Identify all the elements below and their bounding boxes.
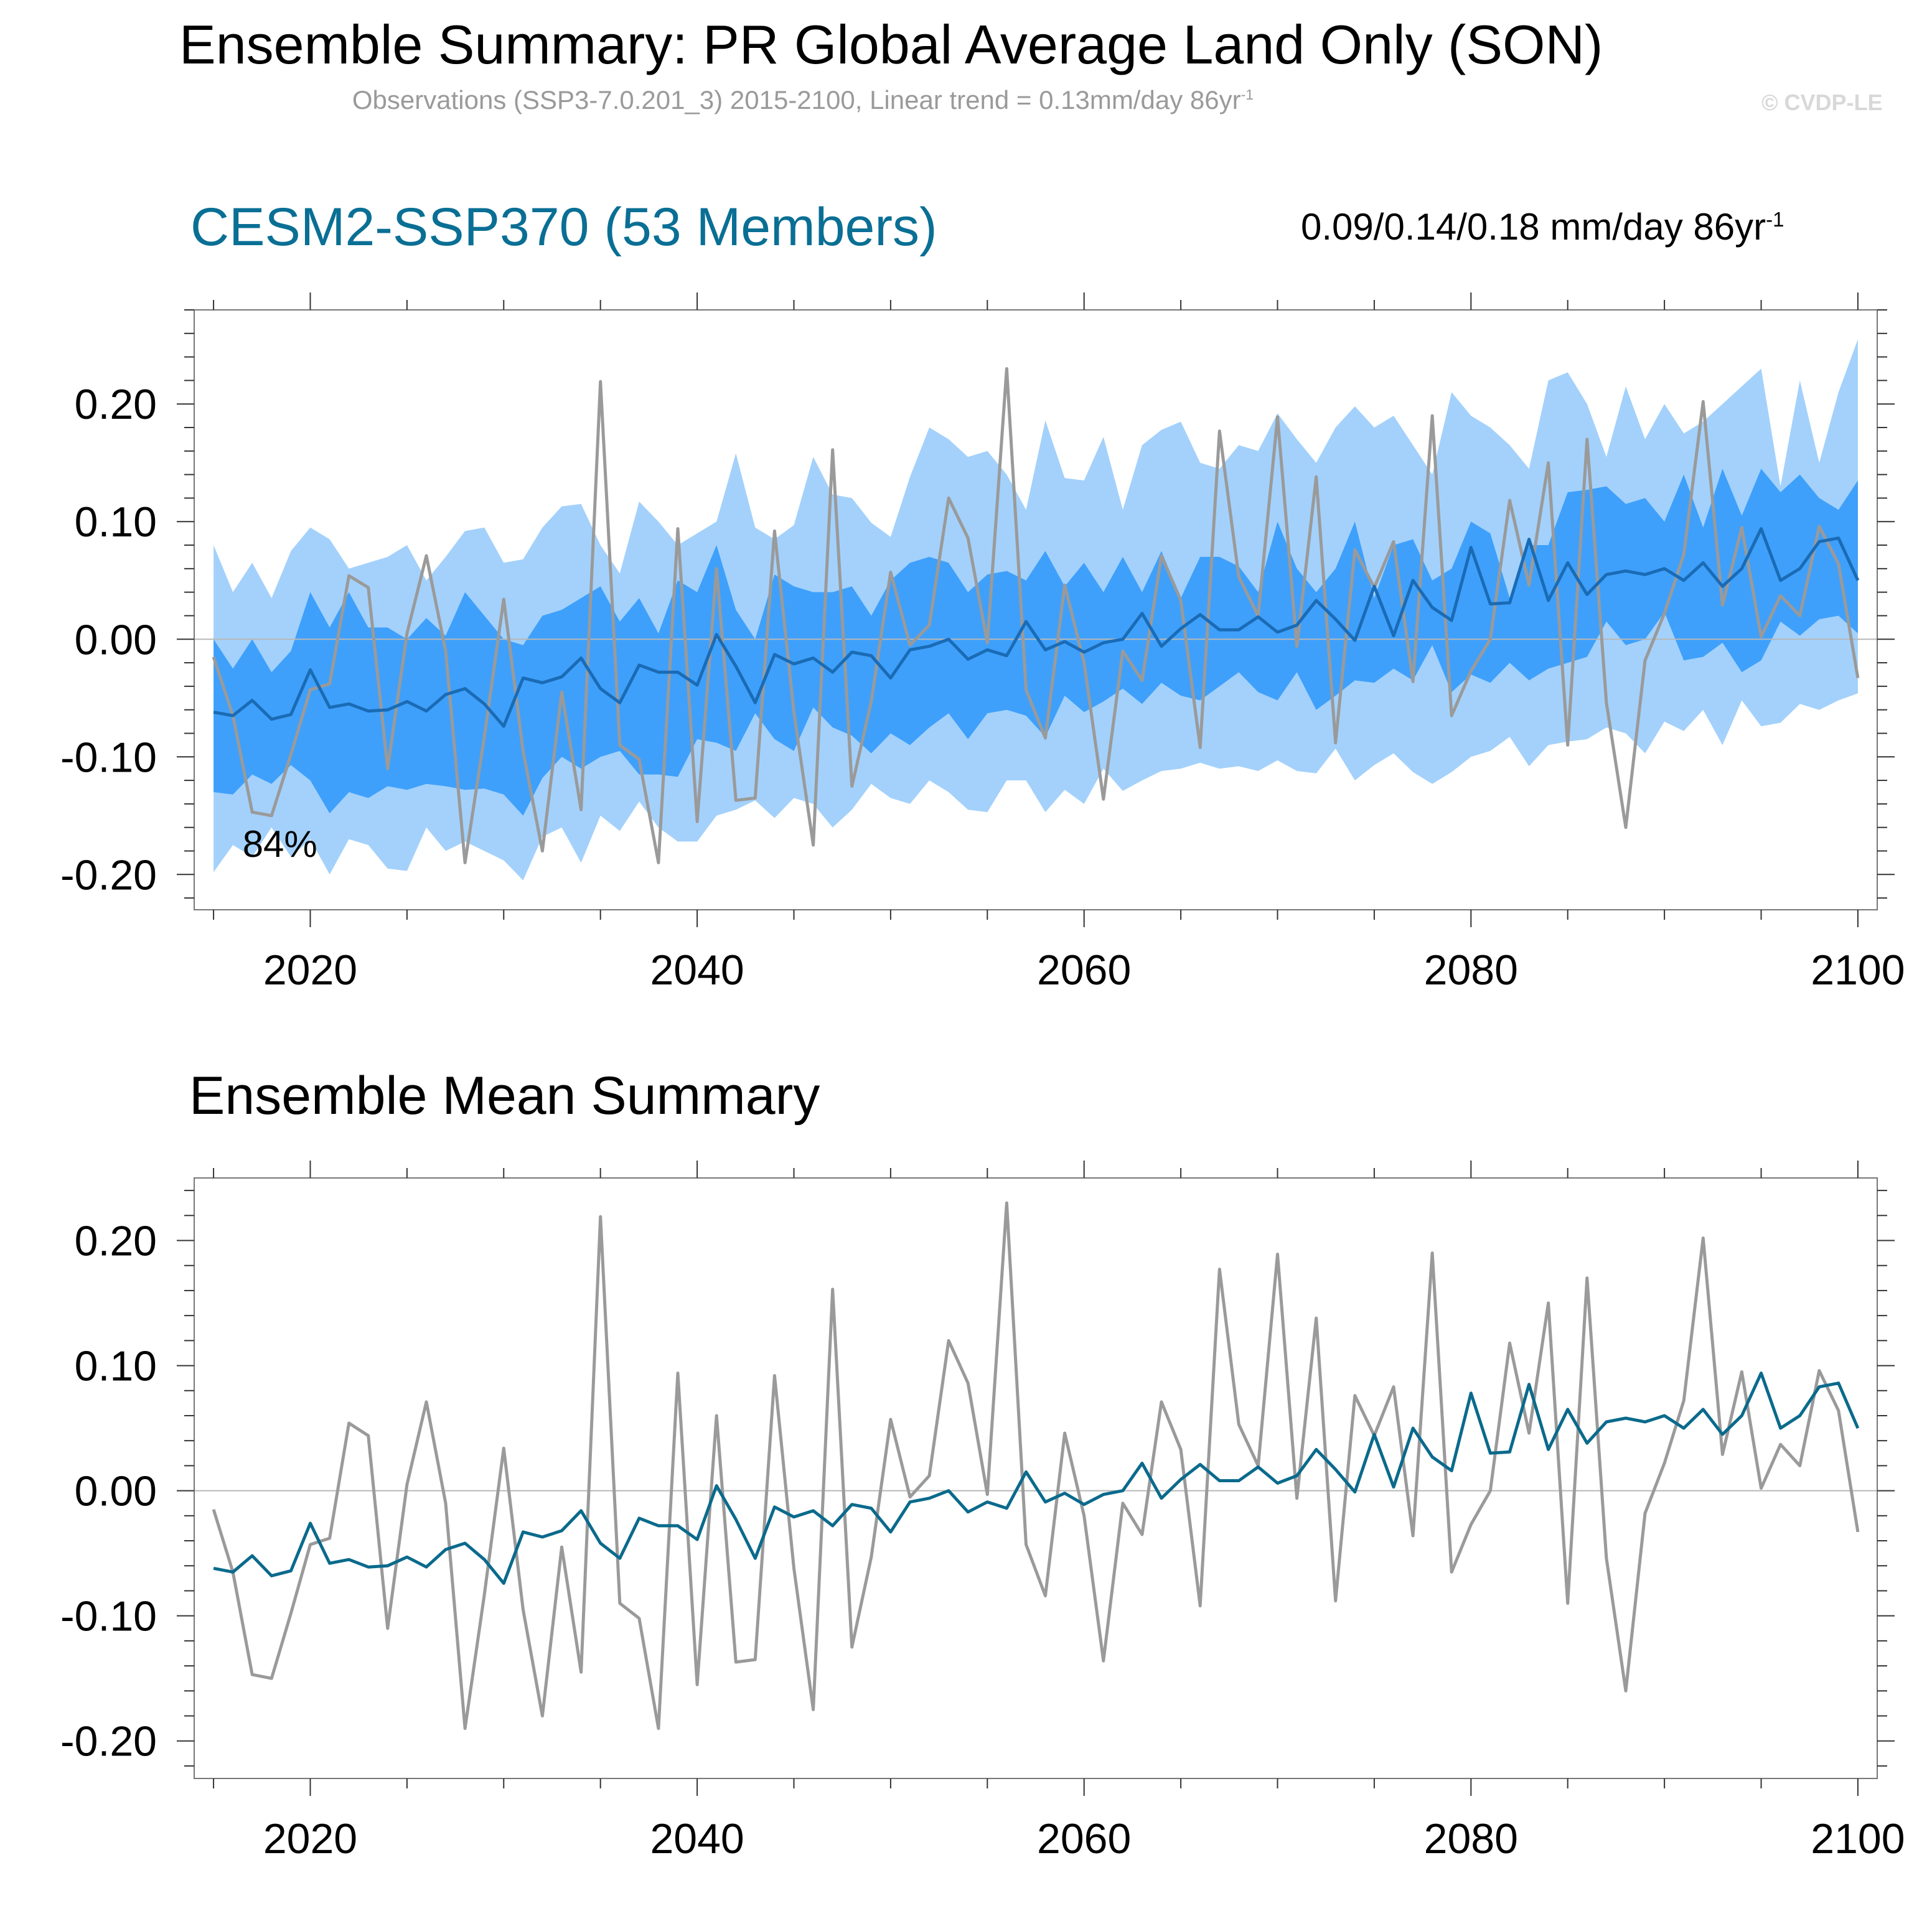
ensemble-mean-line: [213, 527, 1860, 728]
y-tick-label: -0.20: [60, 851, 157, 899]
ensemble-chart: 2020 2040 2060 2080 2100 0.20 0.10 0.00 -0.10 -0.…: [60, 292, 1905, 994]
inner-spread-band: [213, 469, 1858, 816]
observations-line: [212, 1201, 1860, 1731]
ensemble-panel-title: CESM2-SSP370 (53 Members): [190, 197, 937, 257]
x-tick-label: 2080: [1424, 946, 1518, 994]
ensemble-mean-line: [213, 1371, 1860, 1585]
y-tick-label: 0.10: [75, 498, 157, 546]
ensemble-trend-label: 0.09/0.14/0.18 mm/day 86yr-1: [1301, 205, 1784, 248]
subtitle-text: Observations (SSP3-7.0.201_3) 2015-2100,…: [352, 85, 1241, 114]
plot-frame: [194, 309, 1878, 910]
plot-frame: [194, 1177, 1878, 1779]
x-tick-label: 2060: [1037, 1815, 1131, 1862]
y-tick-label: -0.10: [60, 1593, 157, 1640]
trend-superscript: -1: [1766, 208, 1784, 231]
main-title: Ensemble Summary: PR Global Average Land…: [179, 14, 1603, 75]
mean-panel-title: Ensemble Mean Summary: [189, 1066, 820, 1126]
x-tick-label: 2020: [263, 1815, 357, 1862]
x-tick-label: 2080: [1424, 1815, 1518, 1862]
subtitle-superscript: -1: [1240, 86, 1254, 103]
y-tick-label: 0.00: [75, 616, 157, 663]
y-tick-label: 0.10: [75, 1343, 157, 1390]
subtitle: Observations (SSP3-7.0.201_3) 2015-2100,…: [0, 85, 1606, 116]
y-tick-label: 0.20: [75, 1218, 157, 1265]
y-tick-label: 0.00: [75, 1468, 157, 1515]
x-tick-label: 2040: [650, 1815, 744, 1862]
x-tick-label: 2100: [1811, 1815, 1905, 1862]
x-tick-label: 2060: [1037, 946, 1131, 994]
y-tick-label: 0.20: [75, 381, 157, 428]
watermark: © CVDP-LE: [1761, 90, 1883, 115]
y-tick-label: -0.10: [60, 734, 157, 781]
x-tick-label: 2040: [650, 946, 744, 994]
x-tick-label: 2100: [1811, 946, 1905, 994]
x-tick-label: 2020: [263, 946, 357, 994]
percent-annotation: 84%: [243, 823, 317, 865]
y-tick-label: -0.20: [60, 1718, 157, 1765]
trend-text: 0.09/0.14/0.18 mm/day 86yr: [1301, 206, 1766, 248]
observations-line: [212, 367, 1860, 864]
